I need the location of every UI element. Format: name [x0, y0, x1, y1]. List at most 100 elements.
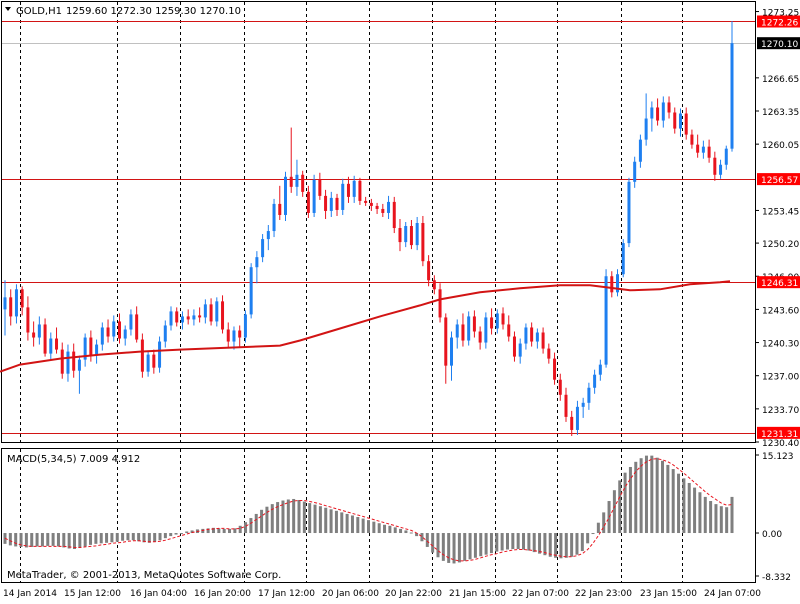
copyright-text: MetaTrader, © 2001-2013, MetaQuotes Soft… — [7, 570, 281, 581]
macd-title: MACD(5,34,5) 7.009 4.912 — [7, 454, 140, 465]
candle-body-0 — [3, 297, 7, 310]
candle-body-51 — [295, 174, 299, 187]
chevron-down-icon[interactable] — [5, 7, 11, 11]
macd-panel-frame — [1, 448, 756, 583]
time-label-3: 16 Jan 20:00 — [194, 589, 251, 599]
candle-body-13 — [77, 359, 81, 371]
candle-body-116 — [667, 102, 671, 113]
candle-body-121 — [696, 144, 700, 153]
candle-body-25 — [146, 354, 150, 372]
candle-body-81 — [467, 316, 471, 341]
macd-bar-125 — [671, 469, 675, 534]
macd-bar-79 — [425, 533, 429, 547]
macd-bar-92 — [495, 533, 499, 552]
candle-body-73 — [421, 223, 425, 262]
candle-body-35 — [203, 304, 207, 318]
candle-body-91 — [524, 327, 528, 344]
macd-bar-46 — [249, 518, 253, 534]
macd-bar-85 — [457, 533, 461, 563]
time-axis: 14 Jan 2014 15 Jan 12:00 16 Jan 04:00 16 Ja… — [3, 589, 761, 599]
macd-bar-31 — [169, 533, 173, 537]
ohlc-readout: 1259.60 1272.30 1259.30 1270.10 — [66, 6, 241, 17]
macd-bar-18 — [99, 533, 103, 544]
candle-body-40 — [232, 330, 236, 342]
price-tick-label-10: 1233.70 — [762, 406, 799, 416]
macd-bar-62 — [334, 510, 338, 534]
candle-body-99 — [570, 416, 574, 430]
macd-bar-71 — [383, 524, 387, 534]
vertical-grid — [20, 2, 683, 582]
macd-bar-9 — [51, 533, 55, 546]
macd-bar-114 — [612, 490, 616, 534]
candle-body-16 — [95, 344, 99, 356]
candle-body-123 — [707, 146, 711, 158]
candle-body-3 — [20, 289, 24, 308]
candle-body-124 — [713, 157, 717, 175]
candle-body-52 — [301, 174, 305, 192]
candle-body-76 — [438, 289, 442, 318]
candle-body-78 — [450, 337, 454, 366]
macd-bar-91 — [489, 533, 493, 554]
candle-body-9 — [55, 338, 59, 350]
macd-bar-52 — [281, 500, 285, 534]
candle-body-34 — [198, 315, 202, 318]
candle-body-19 — [112, 321, 116, 337]
price-tick-label-4: 1253.45 — [762, 207, 799, 217]
time-label-11: 24 Jan 07:00 — [704, 589, 761, 599]
price-tick-label-2: 1263.35 — [762, 108, 799, 118]
macd-bar-2 — [14, 533, 18, 547]
macd-bar-56 — [302, 501, 306, 534]
macd-bar-15 — [83, 533, 87, 547]
candle-body-20 — [117, 321, 121, 339]
macd-bar-27 — [147, 533, 151, 543]
candle-body-98 — [564, 394, 568, 417]
macd-bar-51 — [276, 502, 280, 534]
price-tick-label-7: 1243.60 — [762, 306, 799, 316]
macd-bar-107 — [575, 533, 579, 555]
macd-bar-8 — [46, 533, 50, 546]
macd-bar-33 — [179, 533, 183, 535]
candle-body-109 — [627, 181, 631, 244]
time-label-1: 15 Jan 12:00 — [64, 589, 121, 599]
candle-body-117 — [673, 112, 677, 129]
candle-body-64 — [369, 202, 373, 206]
candle-body-2 — [14, 289, 18, 317]
candle-body-37 — [215, 301, 219, 322]
candle-body-48 — [278, 203, 282, 215]
candle-body-59 — [341, 183, 345, 210]
level-price-tag-1: 1256.57 — [761, 176, 798, 186]
candle-body-85 — [490, 317, 494, 329]
current-price-tag: 1270.10 — [761, 40, 798, 50]
macd-bar-136 — [730, 496, 734, 534]
macd-bar-39 — [211, 527, 215, 534]
candle-body-49 — [283, 176, 287, 215]
candle-body-63 — [364, 200, 368, 203]
macd-bar-135 — [725, 507, 729, 534]
macd-bar-120 — [644, 455, 648, 534]
macd-bar-78 — [420, 533, 424, 542]
candle-body-107 — [616, 274, 620, 293]
macd-bar-134 — [719, 506, 723, 534]
candle-body-15 — [89, 337, 93, 356]
macd-bar-10 — [56, 533, 60, 547]
candle-body-21 — [123, 329, 127, 339]
macd-bar-53 — [286, 499, 290, 534]
macd-bar-6 — [35, 533, 39, 547]
macd-bar-77 — [415, 533, 419, 537]
macd-bar-83 — [447, 533, 451, 563]
candle-body-45 — [261, 239, 265, 258]
macd-bar-12 — [67, 533, 71, 549]
candle-body-97 — [558, 379, 562, 395]
macd-bar-14 — [78, 533, 82, 548]
level-price-tag-3-bg — [757, 426, 800, 439]
candle-body-106 — [610, 276, 614, 293]
time-label-0: 14 Jan 2014 — [3, 589, 57, 599]
macd-histogram — [3, 455, 734, 564]
macd-bar-22 — [121, 533, 125, 541]
macd-bar-50 — [270, 504, 274, 534]
macd-tick-label-2: -8.332 — [762, 573, 791, 583]
macd-bar-49 — [265, 506, 269, 534]
candle-body-61 — [352, 180, 356, 197]
macd-bar-20 — [110, 533, 114, 543]
